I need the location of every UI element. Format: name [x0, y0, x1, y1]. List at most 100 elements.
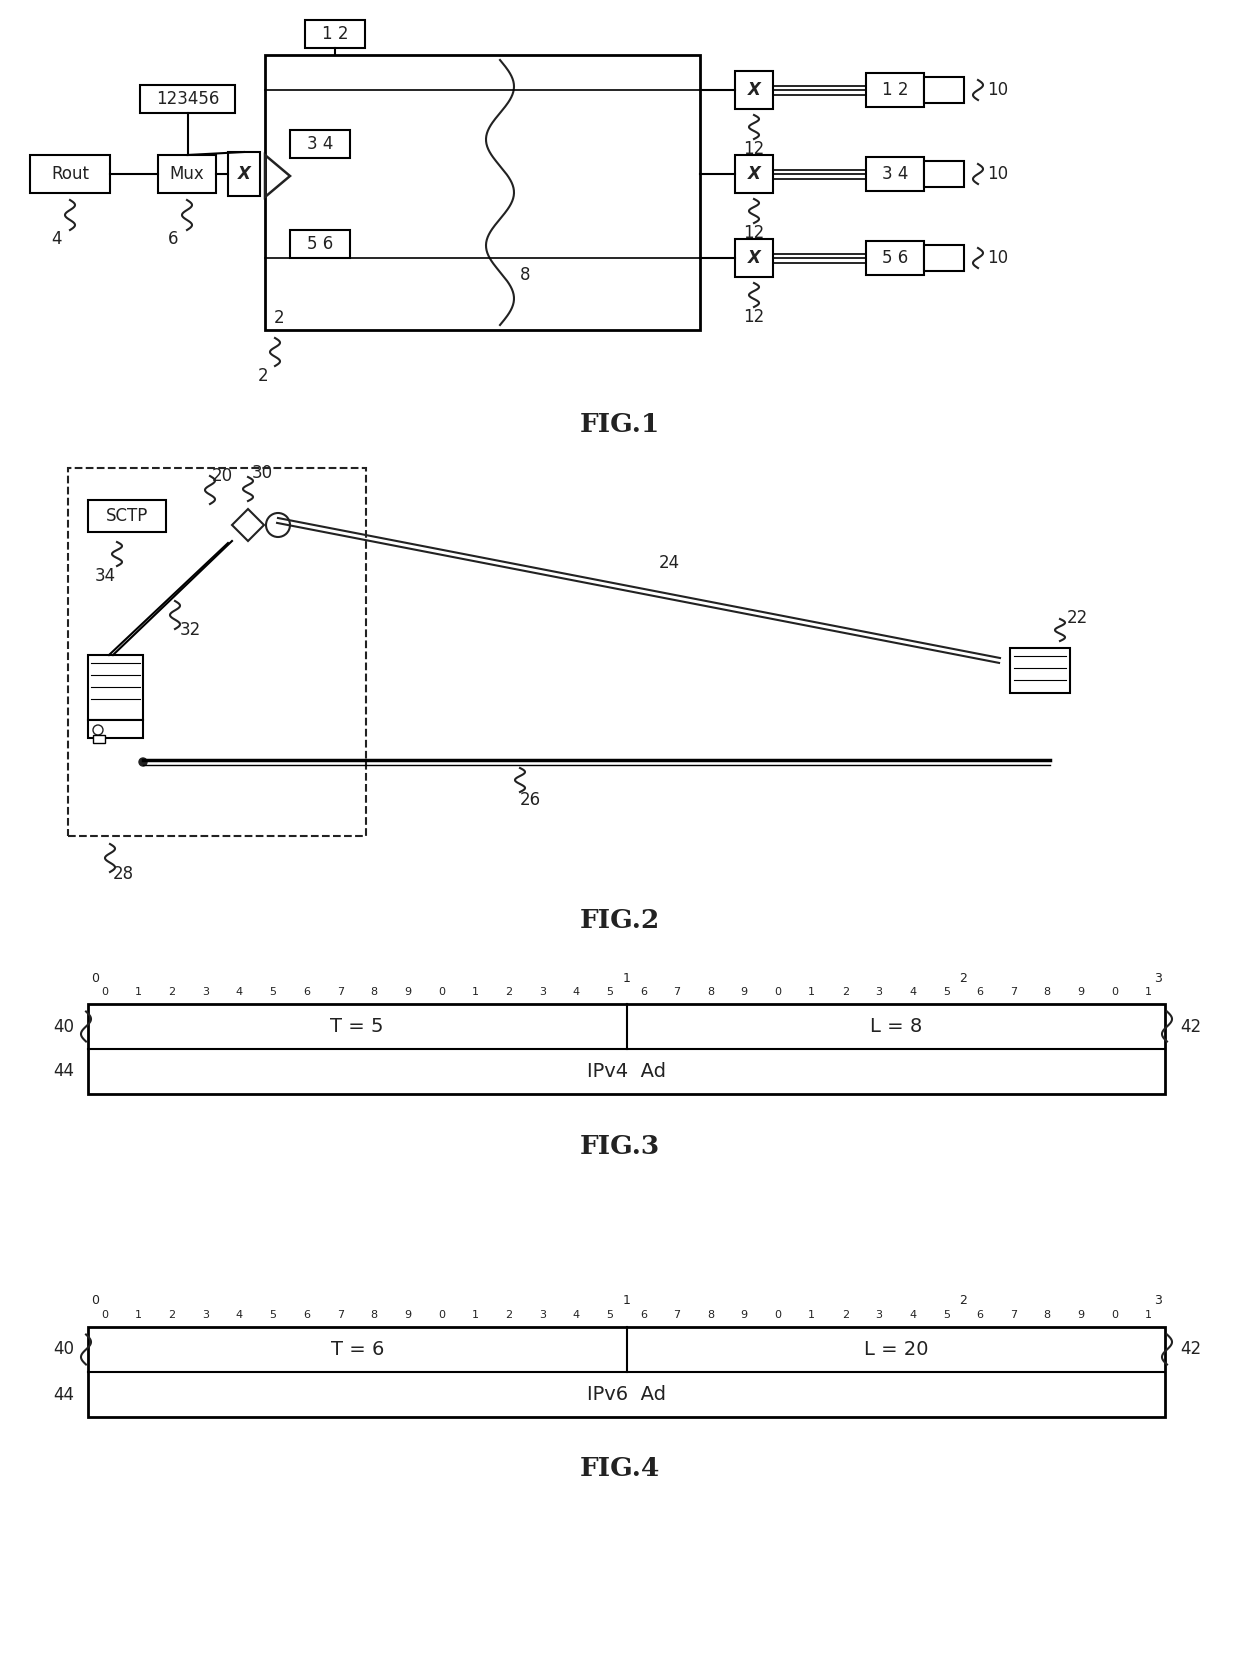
- Bar: [866, 241, 924, 276]
- Bar: [93, 736, 105, 742]
- Text: 3: 3: [539, 987, 546, 997]
- Bar: [924, 246, 963, 271]
- Text: 10: 10: [987, 164, 1008, 183]
- Text: X: X: [748, 81, 760, 100]
- Text: 9: 9: [404, 1311, 412, 1320]
- Text: 5: 5: [606, 987, 613, 997]
- Text: 9: 9: [1078, 987, 1085, 997]
- Text: 2: 2: [842, 987, 849, 997]
- Text: FIG.4: FIG.4: [580, 1457, 660, 1482]
- Text: 123456: 123456: [156, 90, 219, 108]
- Bar: [1011, 648, 1070, 693]
- Text: FIG.1: FIG.1: [580, 412, 660, 437]
- Text: 0: 0: [1111, 987, 1118, 997]
- Text: 1: 1: [622, 1294, 630, 1307]
- Text: 26: 26: [520, 791, 541, 809]
- Text: 6: 6: [976, 987, 983, 997]
- Text: 44: 44: [53, 1385, 74, 1404]
- Text: 6: 6: [304, 987, 310, 997]
- Bar: [735, 239, 773, 277]
- Text: 6: 6: [304, 1311, 310, 1320]
- Text: 6: 6: [640, 987, 647, 997]
- Text: 3 4: 3 4: [882, 164, 908, 183]
- Text: 3: 3: [875, 1311, 883, 1320]
- Text: 4: 4: [236, 1311, 243, 1320]
- Text: 40: 40: [53, 1340, 74, 1359]
- Text: 8: 8: [520, 266, 531, 284]
- Text: 3 4: 3 4: [306, 135, 334, 153]
- Bar: [157, 154, 216, 193]
- Text: SCTP: SCTP: [105, 507, 149, 525]
- Text: 2: 2: [258, 367, 268, 385]
- Text: 1 2: 1 2: [321, 25, 348, 43]
- Text: 32: 32: [180, 621, 201, 639]
- Text: X: X: [748, 249, 760, 267]
- Bar: [140, 85, 236, 113]
- Text: 2: 2: [959, 1294, 967, 1307]
- Text: 3: 3: [1154, 972, 1162, 985]
- Text: 7: 7: [673, 987, 681, 997]
- Text: 7: 7: [337, 1311, 343, 1320]
- Text: 9: 9: [1078, 1311, 1085, 1320]
- Text: 1: 1: [135, 1311, 143, 1320]
- Bar: [866, 73, 924, 106]
- Bar: [735, 71, 773, 110]
- Bar: [290, 229, 350, 257]
- Text: 7: 7: [673, 1311, 681, 1320]
- Text: 0: 0: [775, 987, 781, 997]
- Text: 5: 5: [606, 1311, 613, 1320]
- Text: 3: 3: [539, 1311, 546, 1320]
- Text: 10: 10: [987, 249, 1008, 267]
- Bar: [88, 500, 166, 532]
- Text: 0: 0: [102, 987, 108, 997]
- Text: 2: 2: [274, 309, 284, 327]
- Text: Mux: Mux: [170, 164, 205, 183]
- Text: 5 6: 5 6: [306, 234, 334, 252]
- Text: 0: 0: [91, 972, 99, 985]
- Text: 5 6: 5 6: [882, 249, 908, 267]
- Text: 4: 4: [51, 229, 61, 247]
- Text: 8: 8: [371, 1311, 378, 1320]
- Text: 40: 40: [53, 1018, 74, 1035]
- Text: 10: 10: [987, 81, 1008, 100]
- Text: 0: 0: [102, 1311, 108, 1320]
- Text: FIG.2: FIG.2: [580, 907, 660, 932]
- Text: 0: 0: [1111, 1311, 1118, 1320]
- Text: 22: 22: [1066, 610, 1087, 626]
- Text: 4: 4: [909, 987, 916, 997]
- Text: 0: 0: [91, 1294, 99, 1307]
- Text: FIG.3: FIG.3: [580, 1133, 660, 1158]
- Text: 5: 5: [942, 987, 950, 997]
- Text: 3: 3: [202, 1311, 210, 1320]
- Text: 4: 4: [573, 1311, 579, 1320]
- Text: 7: 7: [1011, 1311, 1017, 1320]
- Bar: [68, 468, 366, 835]
- Text: T = 5: T = 5: [331, 1017, 384, 1036]
- Text: 5: 5: [942, 1311, 950, 1320]
- Text: 4: 4: [573, 987, 579, 997]
- Bar: [228, 153, 260, 196]
- Text: 1: 1: [471, 1311, 479, 1320]
- Text: 0: 0: [438, 987, 445, 997]
- Text: 42: 42: [1180, 1018, 1202, 1035]
- Text: 8: 8: [707, 1311, 714, 1320]
- Text: 1: 1: [808, 987, 815, 997]
- Bar: [88, 654, 143, 719]
- Text: 12: 12: [743, 224, 765, 243]
- Text: X: X: [748, 164, 760, 183]
- Text: IPv4  Ad: IPv4 Ad: [587, 1061, 666, 1081]
- Bar: [88, 1003, 1166, 1095]
- Text: 5: 5: [269, 1311, 277, 1320]
- Text: 4: 4: [236, 987, 243, 997]
- Text: 9: 9: [740, 1311, 748, 1320]
- Text: 1: 1: [622, 972, 630, 985]
- Bar: [735, 154, 773, 193]
- Bar: [305, 20, 365, 48]
- Text: IPv6  Ad: IPv6 Ad: [587, 1385, 666, 1404]
- Text: 2: 2: [169, 987, 176, 997]
- Text: 9: 9: [404, 987, 412, 997]
- Bar: [290, 130, 350, 158]
- Text: 2: 2: [505, 987, 512, 997]
- Text: 12: 12: [743, 140, 765, 158]
- Text: 6: 6: [640, 1311, 647, 1320]
